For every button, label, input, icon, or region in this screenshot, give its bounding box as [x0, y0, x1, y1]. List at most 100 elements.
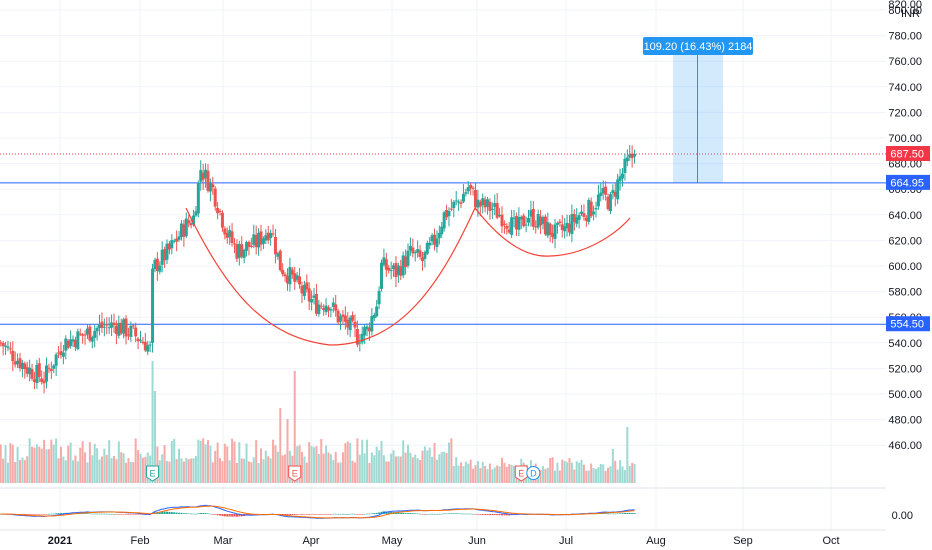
time-axis[interactable]: 2021 Feb Mar Apr May Jun Jul Aug Sep Oct — [0, 529, 886, 547]
volume-bar — [349, 442, 352, 483]
macd-histogram-bar — [476, 514, 479, 515]
macd-histogram-bar — [472, 513, 475, 515]
volume-bar — [575, 461, 578, 483]
volume-bar — [327, 452, 330, 483]
macd-histogram-bar — [122, 514, 125, 515]
candle-body — [18, 358, 22, 369]
macd-histogram-bar — [368, 513, 371, 515]
candle-body — [254, 234, 258, 248]
macd-histogram-bar — [337, 513, 340, 515]
macd-histogram-bar — [96, 513, 99, 515]
macd-histogram-bar — [84, 513, 87, 514]
volume-bar — [305, 462, 308, 483]
measure-label-box — [643, 37, 753, 55]
volume-bar — [481, 461, 484, 483]
volume-bar — [168, 461, 171, 483]
candle-body — [76, 331, 80, 350]
candle-body — [124, 318, 128, 337]
volume-bar — [310, 445, 313, 483]
volume-bar — [578, 462, 581, 483]
volume-bar — [370, 452, 373, 483]
candle-body — [601, 188, 605, 194]
macd-panel — [0, 504, 636, 519]
candle-body — [536, 213, 540, 228]
candle-body — [208, 182, 212, 192]
volume-bar — [616, 469, 619, 483]
volume-bar — [332, 460, 335, 483]
candle-body — [220, 212, 224, 228]
volume-bar — [9, 443, 12, 483]
candle-body — [367, 327, 371, 332]
volume-bar — [597, 467, 600, 483]
candle-body — [351, 315, 355, 321]
volume-bar — [563, 460, 566, 483]
horizontal-levels[interactable] — [0, 153, 886, 325]
candle-body — [604, 186, 608, 195]
volume-bar — [556, 462, 559, 483]
macd-histogram-bar — [493, 514, 496, 515]
time-tick-label: Aug — [646, 535, 666, 547]
cup-pattern-arcs[interactable] — [185, 207, 631, 346]
volume-bar — [269, 458, 272, 483]
macd-histogram-bar — [460, 513, 463, 515]
macd-histogram-bar — [380, 511, 383, 514]
price-tick-label: 800.00 — [888, 5, 922, 17]
volume-bar — [19, 460, 21, 483]
candle-body — [158, 265, 162, 272]
macd-histogram-bar — [505, 514, 508, 516]
candle-body — [247, 241, 251, 248]
volume-bar — [62, 456, 65, 483]
macd-histogram-bar — [394, 512, 397, 514]
candle-body — [411, 247, 415, 254]
candle-body — [119, 322, 123, 334]
macd-histogram-bar — [455, 513, 458, 514]
macd-histogram-bar — [105, 513, 108, 515]
measure-label: 109.20 (16.43%) 2184 — [644, 41, 753, 53]
volume-bar — [50, 439, 53, 483]
price-tick-label: 480.00 — [888, 415, 922, 427]
macd-histogram-bar — [356, 514, 359, 515]
macd-histogram-bar — [334, 513, 337, 515]
candle-body — [242, 249, 246, 258]
macd-histogram-bar — [423, 514, 426, 515]
candle-body — [172, 240, 176, 242]
candle-body — [216, 207, 220, 214]
candle-body — [416, 249, 420, 253]
price-tick-label: 740.00 — [888, 82, 922, 94]
macd-histogram-bar — [373, 513, 376, 514]
macd-histogram-bar — [81, 513, 84, 514]
volume-bar — [609, 466, 612, 483]
time-tick-label: 2021 — [48, 535, 72, 547]
candle-body — [372, 315, 376, 319]
candle-body — [534, 226, 538, 228]
volume-bar — [428, 447, 431, 483]
candle-body — [206, 170, 210, 191]
volume-bar — [144, 456, 147, 483]
volume-bar — [397, 456, 400, 483]
volume-bar — [438, 454, 441, 483]
candle-body — [312, 295, 316, 298]
measure-tool[interactable]: 109.20 (16.43%) 2184 — [643, 37, 753, 183]
macd-histogram-bar — [192, 513, 195, 515]
candle-body — [476, 199, 480, 208]
candle-body — [606, 196, 610, 210]
candle-body — [20, 362, 24, 370]
macd-histogram-bar — [358, 514, 361, 515]
volume-bar — [231, 438, 234, 483]
macd-histogram-bar — [363, 513, 366, 515]
macd-histogram-bar — [100, 513, 103, 515]
macd-histogram-bar — [633, 513, 636, 514]
candle-body — [273, 236, 277, 255]
macd-histogram-bar — [433, 513, 436, 515]
candle-body — [143, 341, 147, 351]
macd-histogram-bar — [508, 514, 511, 516]
macd-histogram-bar — [178, 512, 181, 514]
macd-histogram-bar — [31, 514, 34, 515]
candle-body — [211, 184, 215, 188]
candle-body — [117, 322, 121, 336]
macd-histogram-bar — [467, 513, 470, 515]
candle-body — [420, 257, 424, 262]
